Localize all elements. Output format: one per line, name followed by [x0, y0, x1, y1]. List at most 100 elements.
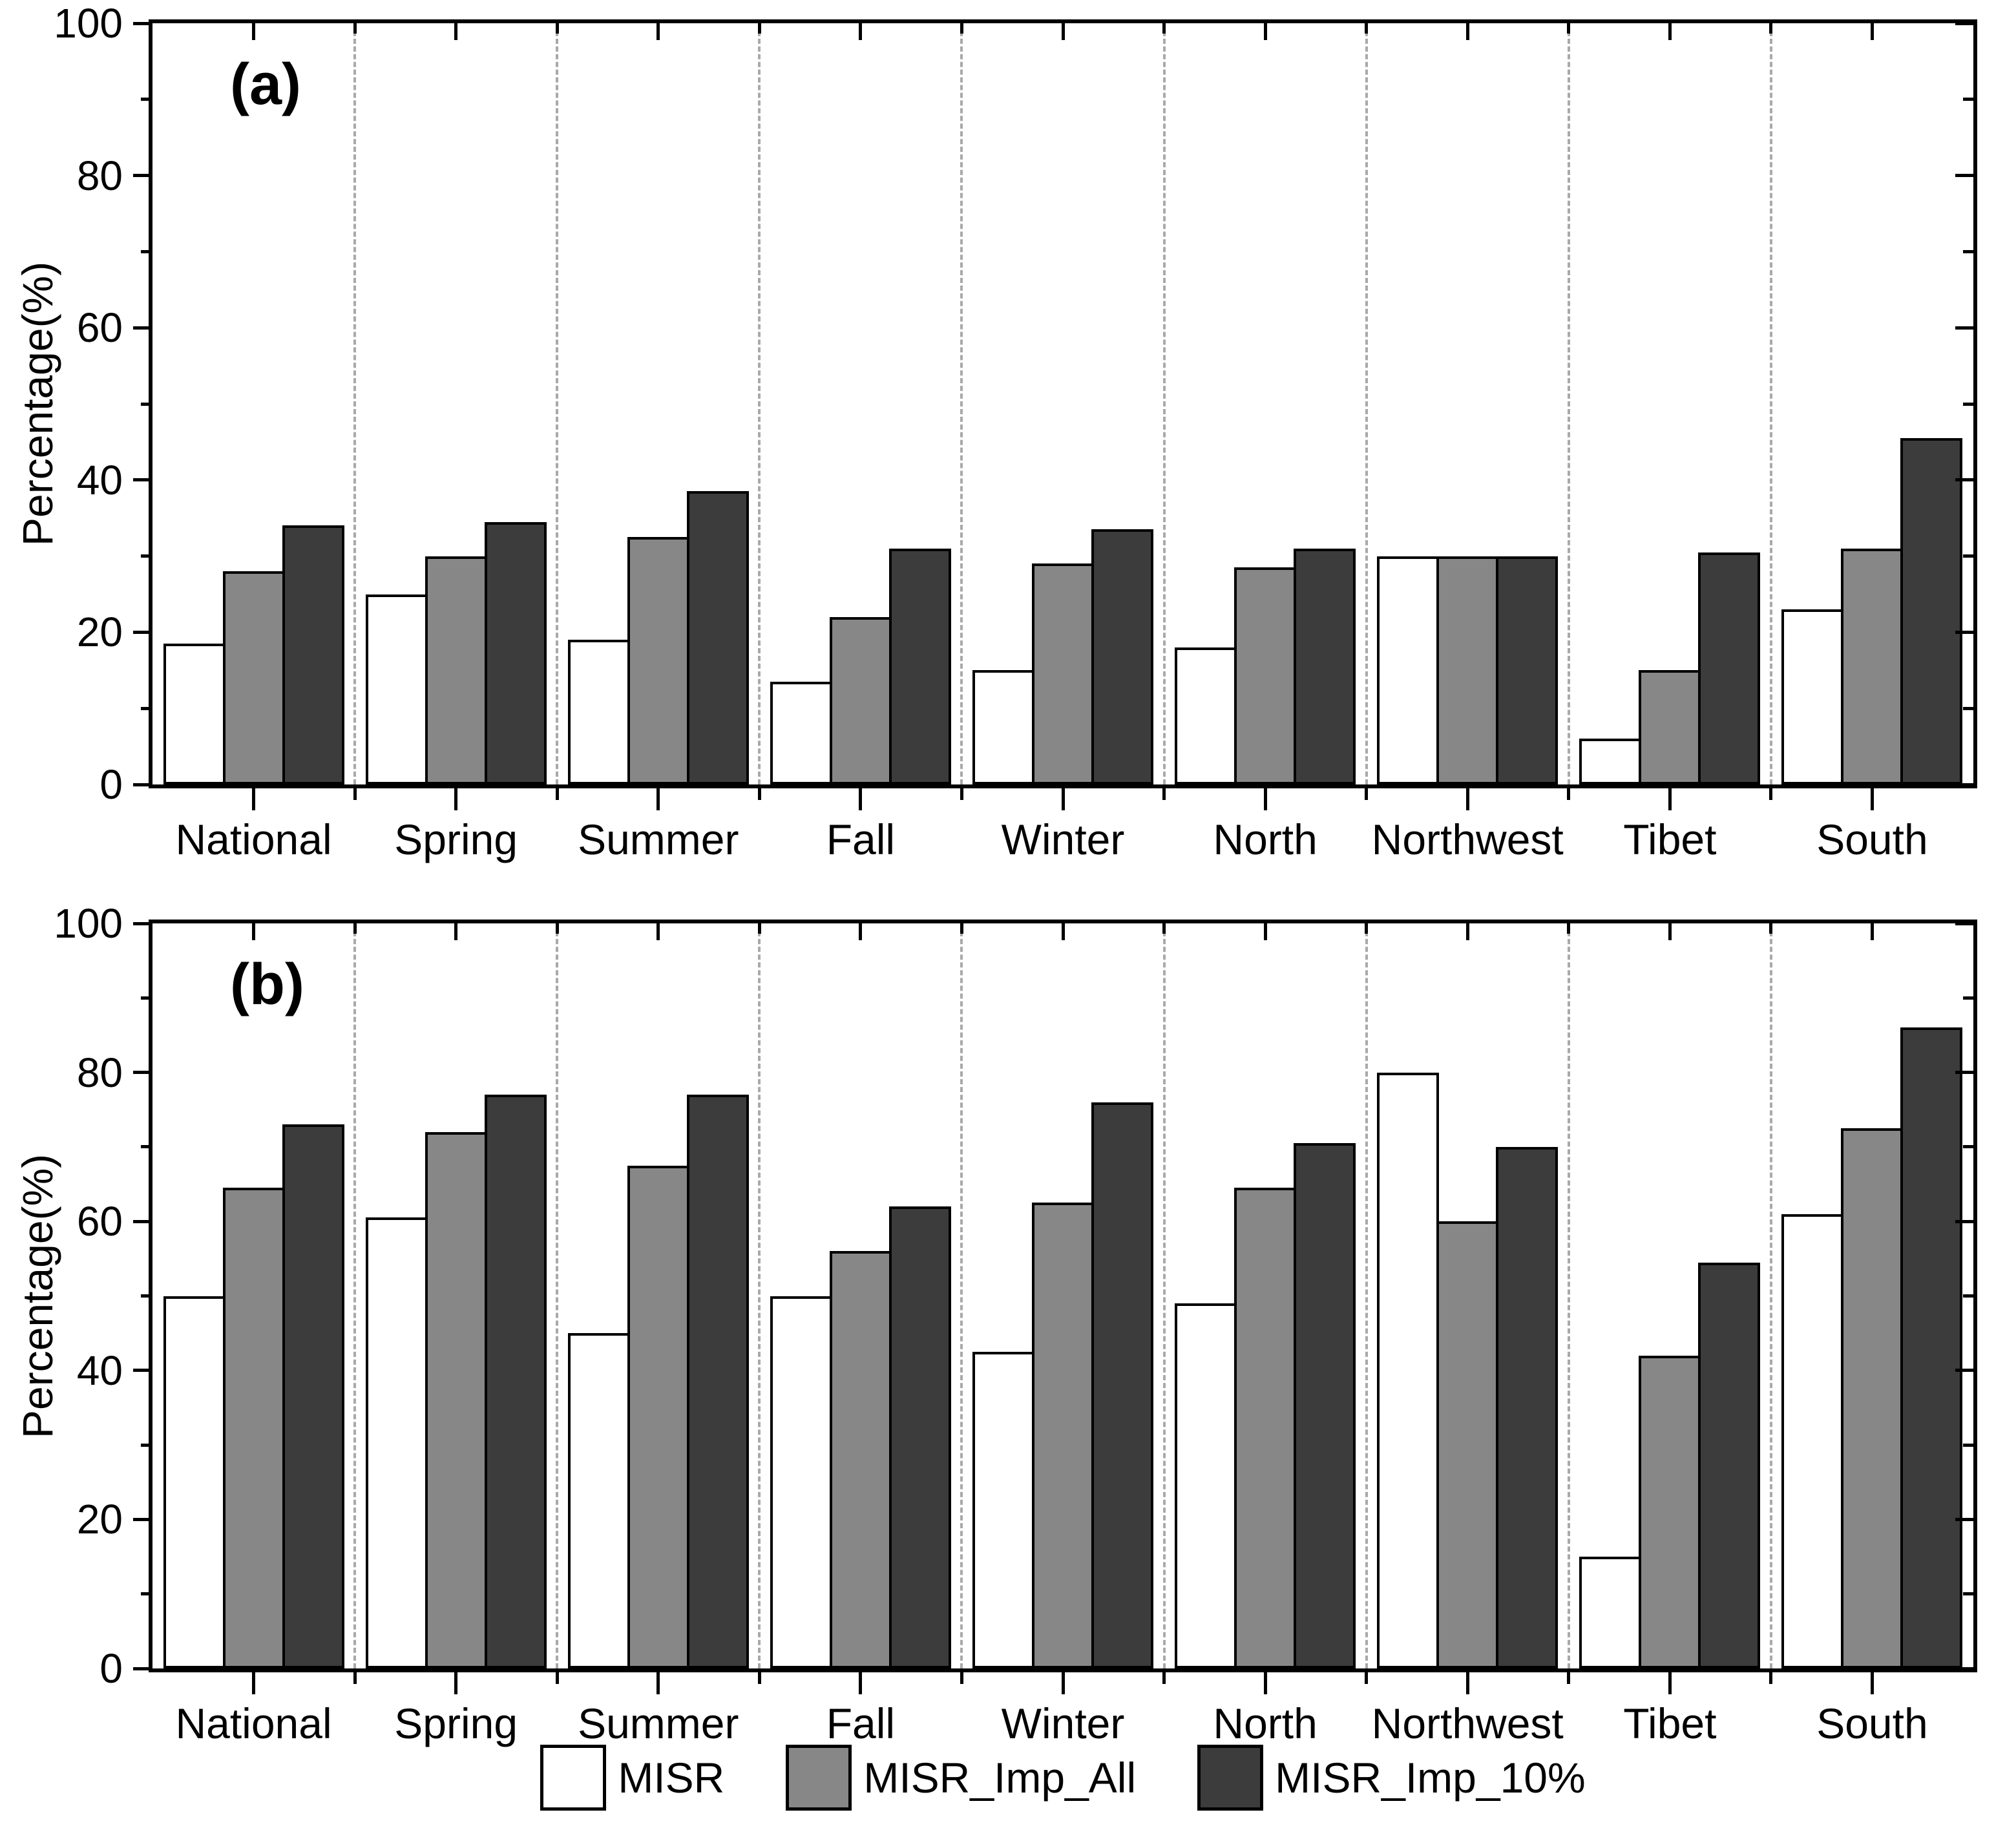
x-axis-tick-top	[1061, 923, 1065, 940]
y-axis-tick-right	[1963, 1443, 1973, 1447]
x-axis-tick-bottom	[252, 1668, 256, 1694]
bar-misr-imp-all	[1436, 1221, 1499, 1668]
y-axis-tick-right	[1963, 706, 1973, 710]
y-axis-tick-right	[1963, 402, 1973, 406]
x-axis-tick-bottom	[454, 1668, 458, 1694]
bar-misr-imp-all	[1234, 567, 1297, 784]
x-axis-tick-label: Spring	[394, 1699, 518, 1747]
y-axis-tick-right	[1955, 921, 1973, 925]
bar-misr	[972, 670, 1034, 784]
x-axis-minor-tick-top	[555, 23, 559, 34]
x-axis-tick-label: North	[1213, 815, 1318, 863]
y-axis-tick-left	[133, 1369, 152, 1373]
bar-misr-imp-all	[829, 1251, 892, 1668]
bar-misr	[972, 1351, 1034, 1668]
y-axis-tick-left	[133, 326, 152, 330]
x-axis-tick-label: South	[1816, 1699, 1928, 1747]
group-separator	[1162, 923, 1166, 1668]
y-axis-tick-label: 60	[76, 304, 123, 352]
legend-label: MISR	[618, 1754, 725, 1802]
group-separator	[1162, 23, 1166, 784]
y-axis-tick-label: 100	[54, 900, 123, 947]
x-axis-tick-bottom	[1465, 784, 1469, 810]
y-axis-tick-label: 20	[76, 1496, 123, 1543]
y-axis-tick-label: 20	[76, 609, 123, 656]
bar-misr-imp-all	[1436, 556, 1499, 784]
y-axis-tick-right	[1955, 783, 1973, 786]
bar-misr-imp-10-	[686, 491, 749, 784]
y-axis-tick-right	[1963, 249, 1973, 253]
x-axis-tick-label: Winter	[1001, 815, 1125, 863]
y-axis-tick-left	[133, 783, 152, 786]
bar-misr	[1377, 1072, 1440, 1668]
bar-misr	[770, 681, 832, 784]
x-axis-tick-top	[859, 23, 863, 40]
y-axis-tick-right	[1955, 478, 1973, 482]
x-axis-tick-label: Fall	[826, 1699, 896, 1747]
bar-misr	[365, 594, 428, 784]
group-separator	[556, 923, 559, 1668]
y-axis-tick-left	[141, 1145, 152, 1149]
y-axis-tick-left	[141, 554, 152, 558]
y-axis-tick-left	[133, 478, 152, 482]
bar-misr-imp-10-	[1698, 552, 1761, 784]
bar-misr-imp-10-	[1294, 1143, 1356, 1668]
bar-misr	[1175, 1303, 1237, 1668]
x-axis-tick-bottom	[252, 784, 256, 810]
y-axis-tick-left	[141, 249, 152, 253]
x-axis-tick-bottom	[454, 784, 458, 810]
x-axis-minor-tick-top	[960, 923, 963, 934]
x-axis-tick-top	[859, 923, 863, 940]
x-axis-tick-bottom	[1668, 1668, 1672, 1694]
x-axis-minor-tick-top	[757, 923, 761, 934]
x-axis-minor-tick-bottom	[1365, 1668, 1369, 1684]
legend-item: MISR_Imp_All	[786, 1745, 1136, 1811]
x-axis-tick-bottom	[859, 1668, 863, 1694]
x-axis-tick-top	[656, 23, 660, 40]
panel-b-y-axis-title: Percentage(%)	[14, 1153, 61, 1438]
panel-b-label: (b)	[230, 952, 304, 1017]
x-axis-minor-tick-bottom	[353, 1668, 357, 1684]
bar-misr	[567, 1333, 630, 1668]
bar-misr	[770, 1296, 832, 1668]
legend-swatch	[540, 1745, 607, 1811]
x-axis-tick-bottom	[1061, 784, 1065, 810]
x-axis-tick-top	[1263, 23, 1267, 40]
y-axis-tick-left	[141, 1592, 152, 1596]
y-axis-tick-right	[1955, 630, 1973, 634]
y-axis-tick-left	[141, 996, 152, 1000]
legend-item: MISR	[540, 1745, 724, 1811]
bar-misr-imp-all	[1032, 1203, 1094, 1668]
y-axis-tick-label: 100	[54, 0, 123, 47]
legend-item: MISR_Imp_10%	[1197, 1745, 1586, 1811]
bar-misr-imp-10-	[888, 548, 951, 784]
x-axis-minor-tick-top	[960, 23, 963, 34]
x-axis-tick-top	[1061, 23, 1065, 40]
y-axis-tick-right	[1955, 1071, 1973, 1075]
y-axis-tick-left	[133, 1219, 152, 1223]
y-axis-tick-left	[141, 402, 152, 406]
x-axis-minor-tick-bottom	[757, 1668, 761, 1684]
bar-misr-imp-10-	[1091, 529, 1153, 784]
x-axis-tick-label: South	[1816, 815, 1928, 863]
x-axis-tick-bottom	[1870, 1668, 1874, 1694]
x-axis-tick-label: Northwest	[1371, 815, 1564, 863]
bar-misr	[163, 1296, 226, 1668]
bar-misr-imp-10-	[282, 1124, 344, 1668]
y-axis-tick-right	[1963, 996, 1973, 1000]
x-axis-minor-tick-top	[1769, 23, 1773, 34]
y-axis-tick-left	[133, 1517, 152, 1521]
x-axis-tick-top	[252, 23, 256, 40]
x-axis-tick-label: Tibet	[1623, 1699, 1717, 1747]
y-axis-tick-right	[1955, 21, 1973, 25]
x-axis-minor-tick-bottom	[1567, 1668, 1571, 1684]
x-axis-tick-label: Fall	[826, 815, 896, 863]
x-axis-minor-tick-bottom	[1365, 784, 1369, 800]
x-axis-tick-top	[1263, 923, 1267, 940]
bar-misr	[1175, 647, 1237, 784]
x-axis-tick-label: National	[175, 815, 332, 863]
bar-misr-imp-all	[222, 571, 285, 784]
x-axis-tick-label: North	[1213, 1699, 1318, 1747]
y-axis-tick-right	[1955, 326, 1973, 330]
y-axis-tick-label: 80	[76, 1049, 123, 1096]
